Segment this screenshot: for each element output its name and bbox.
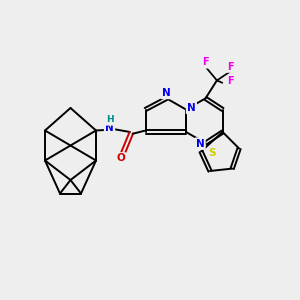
Text: H: H (106, 116, 114, 124)
Text: O: O (116, 153, 125, 164)
Text: S: S (209, 148, 216, 158)
Text: F: F (227, 61, 233, 72)
Text: F: F (227, 76, 234, 86)
Text: N: N (105, 123, 114, 134)
Text: F: F (202, 57, 209, 68)
Text: N: N (187, 103, 196, 113)
Text: N: N (196, 139, 205, 149)
Text: N: N (161, 88, 170, 98)
